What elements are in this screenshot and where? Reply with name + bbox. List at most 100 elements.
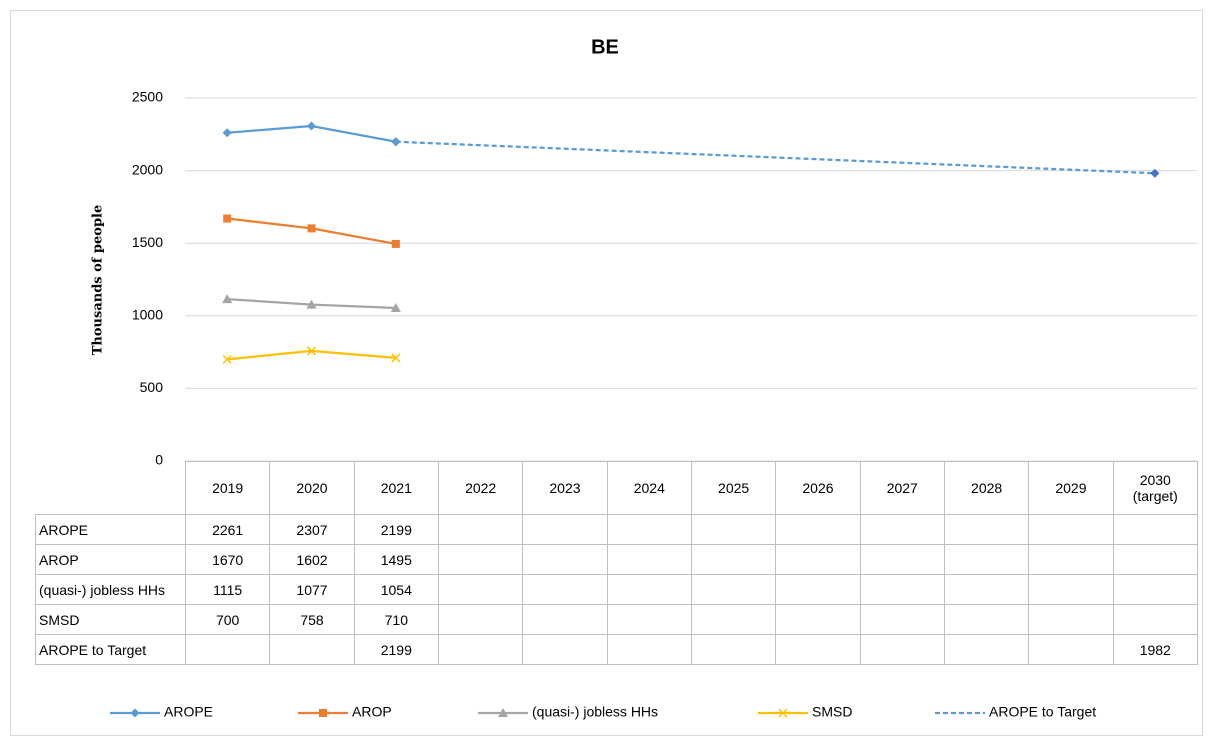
x-tick-label: 2027: [859, 461, 945, 515]
data-point: [306, 346, 317, 356]
table-row: SMSD 700 758 710: [35, 604, 1198, 635]
data-point: [307, 224, 316, 233]
table-cell: [1028, 604, 1114, 635]
table-cell: 1670: [184, 544, 271, 575]
row-label: AROPE: [35, 514, 186, 545]
x-tick-label: 2026: [775, 461, 861, 515]
legend-item: AROPE to Target: [935, 704, 1096, 720]
table-cell: [775, 604, 861, 635]
table-cell: [606, 604, 692, 635]
table-cell: [690, 574, 777, 605]
table-cell: 2199: [353, 514, 439, 545]
table-cell: [606, 574, 692, 605]
table-cell: [437, 514, 524, 545]
data-table: 2019 2020 2021 2022 2023 2024 2025 2026 2027 2028…: [35, 461, 1198, 665]
table-cell: [1112, 514, 1198, 545]
row-label: AROPE to Target: [35, 634, 186, 665]
table-cell: [943, 544, 1030, 575]
table-row: AROP 1670 1602 1495: [35, 544, 1198, 575]
table-cell: 1115: [184, 574, 271, 605]
table-cell: [859, 544, 945, 575]
table-cell: [1028, 634, 1114, 665]
table-cell: [522, 604, 608, 635]
table-cell: [775, 514, 861, 545]
y-tick-label: 1000: [132, 307, 163, 323]
table-cell: [437, 634, 524, 665]
x-tick-label: 2030 (target): [1112, 461, 1198, 515]
y-tick-label: 0: [155, 452, 163, 468]
x-tick-label: 2022: [437, 461, 524, 515]
table-cell: [1112, 544, 1198, 575]
row-label: AROP: [35, 544, 186, 575]
table-cell: [859, 574, 945, 605]
table-row: (quasi-) jobless HHs 1115 1077 1054: [35, 574, 1198, 605]
series-line: [395, 140, 1155, 175]
data-point: [306, 299, 317, 309]
table-cell: [775, 634, 861, 665]
x-tick-label: 2023: [522, 461, 608, 515]
legend-item: AROPE: [110, 704, 213, 720]
table-cell: [1028, 574, 1114, 605]
table-cell: [606, 514, 692, 545]
table-cell: [690, 544, 777, 575]
data-point: [307, 121, 316, 131]
data-point: [223, 214, 232, 223]
data-point: [222, 294, 233, 304]
table-cell: [437, 604, 524, 635]
x-tick-label: 2024: [606, 461, 692, 515]
y-tick-label: 1500: [132, 234, 163, 250]
table-row: AROPE to Target 2199 1982: [35, 634, 1198, 665]
y-axis-label: Thousands of people: [91, 205, 106, 356]
x-tick-label: 2020: [269, 461, 355, 515]
x-tick-label: 2021: [353, 461, 439, 515]
table-cell: [606, 634, 692, 665]
legend-marker: [130, 708, 140, 718]
table-cell: [1112, 604, 1198, 635]
data-point: [222, 128, 232, 138]
legend-label: AROP: [352, 704, 392, 720]
legend-marker: [319, 709, 327, 717]
header-row: 2019 2020 2021 2022 2023 2024 2025 2026 2027 2028…: [36, 461, 1198, 515]
table-cell: [775, 574, 861, 605]
table-cell: [943, 574, 1030, 605]
table-cell: [522, 634, 608, 665]
legend-item: AROP: [298, 704, 392, 720]
x-tick-label: 2025: [690, 461, 777, 515]
table-cell: 2199: [353, 634, 439, 665]
y-tick-label: 2500: [132, 89, 163, 105]
y-tick-label: 2000: [132, 161, 163, 177]
legend-label: SMSD: [812, 704, 852, 720]
table-cell: [437, 574, 524, 605]
table-cell: [606, 544, 692, 575]
data-point: [222, 354, 232, 364]
table-cell: [184, 634, 271, 665]
table-cell: [690, 514, 777, 545]
legend-item: (quasi-) jobless HHs: [478, 704, 658, 720]
x-tick-label: 2029: [1028, 461, 1114, 515]
y-tick-label: 500: [140, 379, 164, 395]
row-label: SMSD: [35, 604, 186, 635]
table-cell: [1028, 544, 1114, 575]
table-cell: 1054: [353, 574, 439, 605]
x-tick-label: 2019: [184, 461, 271, 515]
table-cell: [690, 604, 777, 635]
table-cell: [1112, 574, 1198, 605]
x-tick-label: 2028: [943, 461, 1030, 515]
legend-label: (quasi-) jobless HHs: [532, 704, 658, 720]
table-cell: 1602: [269, 544, 355, 575]
table-cell: 2307: [269, 514, 355, 545]
data-point: [391, 137, 401, 147]
table-cell: 1982: [1112, 634, 1198, 665]
table-cell: [859, 634, 945, 665]
table-cell: [775, 544, 861, 575]
table-cell: [690, 634, 777, 665]
table-cell: [943, 604, 1030, 635]
table-cell: [1028, 514, 1114, 545]
table-cell: [943, 634, 1030, 665]
table-cell: 2261: [184, 514, 271, 545]
table-cell: [943, 514, 1030, 545]
table-cell: [859, 604, 945, 635]
table-cell: [522, 544, 608, 575]
legend-item: SMSD: [758, 704, 852, 720]
